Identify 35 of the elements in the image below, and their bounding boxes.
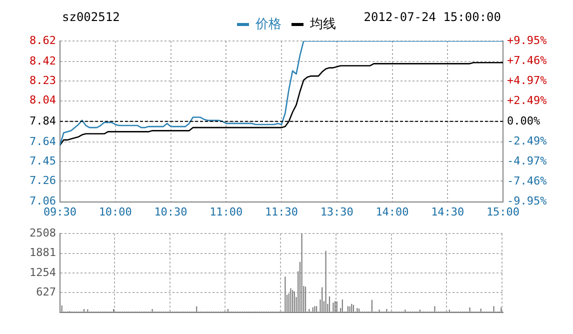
y2-tick-label: -9.95% [507,194,548,208]
y2-tick-label: +9.95% [507,34,548,47]
y2-tick-label: -4.97% [507,154,548,168]
y2-tick-label: +2.49% [507,94,548,108]
x-tick-label: 14:30 [431,205,464,218]
x-tick-label: 10:30 [154,205,188,218]
x-tick-label: 10:00 [98,205,132,218]
legend-label: 均线 [309,16,336,32]
y2-tick-label: -2.49% [507,134,548,148]
y2-tick-label: +7.46% [507,54,548,67]
y-tick-label: 7.64 [30,134,56,148]
x-tick-label: 14:00 [376,205,409,218]
x-tick-label: 13:30 [320,205,354,218]
y-tick-label: 8.04 [30,94,56,107]
y-tick-label: 7.26 [30,174,56,188]
chart-subtitle: 2012-07-24 15:00:00 [364,10,501,24]
y-tick-label: 7.45 [30,154,56,168]
y-tick-label: 8.62 [30,34,56,47]
y-tick-label: 627 [36,286,56,299]
y2-tick-label: 0.00% [507,114,540,128]
legend-label: 价格 [254,16,282,32]
y-tick-label: 7.84 [30,114,56,128]
x-tick-label: 09:30 [43,205,77,218]
y-tick-label: 1881 [30,246,56,260]
y-tick-label: 8.23 [30,74,56,88]
y2-tick-label: +4.97% [507,74,548,88]
x-tick-label: 11:30 [264,205,298,218]
y-tick-label: 7.06 [30,194,56,208]
y2-tick-label: -7.46% [507,174,548,188]
y-tick-label: 2508 [30,226,56,240]
y-tick-label: 1254 [30,266,56,279]
x-tick-label: 15:00 [486,205,520,218]
x-tick-label: 11:00 [210,205,243,218]
chart-title: sz002512 [62,10,120,24]
y-tick-label: 8.42 [30,54,56,68]
